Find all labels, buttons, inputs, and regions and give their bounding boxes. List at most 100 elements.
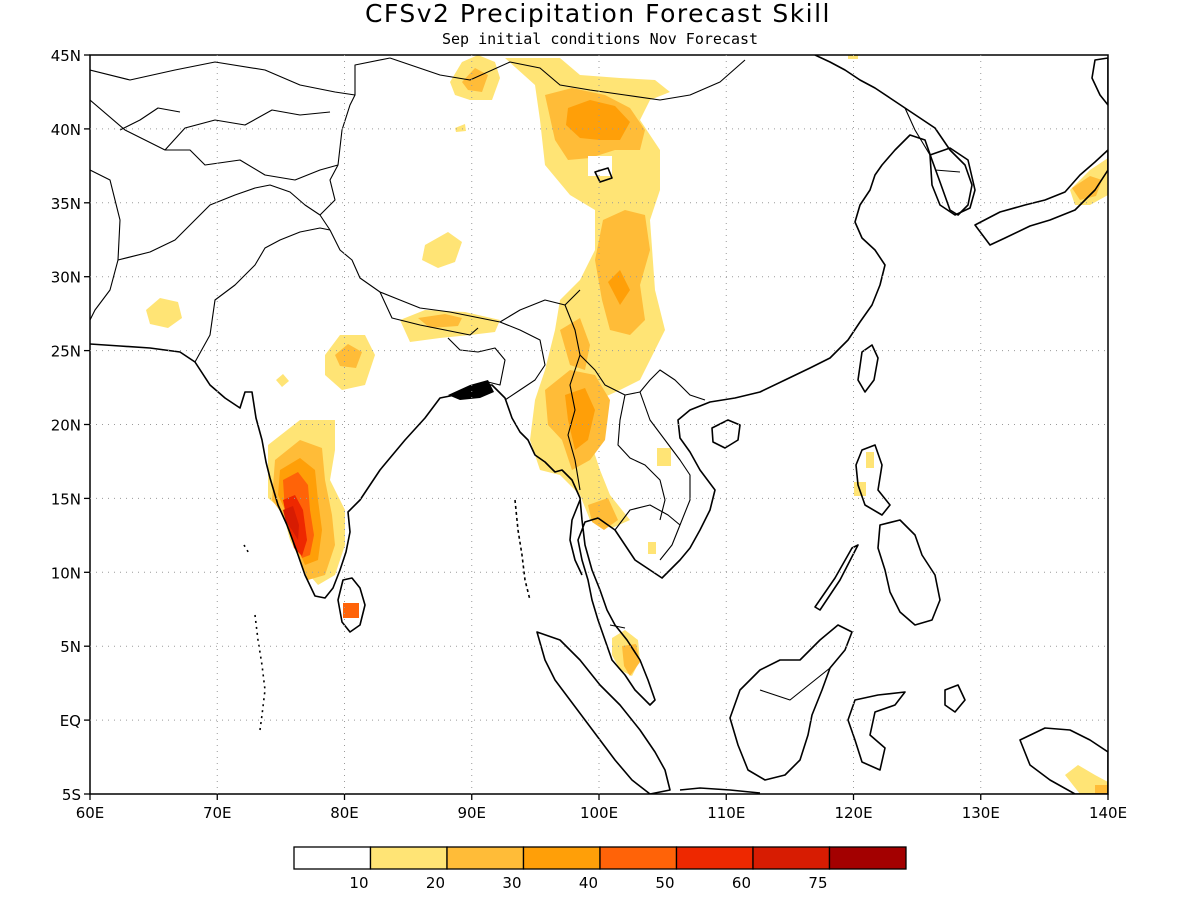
- border-russia-kazakhstan: [90, 57, 391, 96]
- skill-band-core-3: [595, 210, 650, 335]
- skill-patch-luzon: [866, 452, 874, 468]
- border-nepal-india: [379, 291, 479, 336]
- coastline-java: [679, 787, 761, 794]
- border-myanmar-thailand: [567, 354, 581, 491]
- coastlines: [90, 55, 1108, 794]
- colorbar-swatch: [522, 846, 601, 870]
- coastline-new-guinea: [1019, 727, 1108, 794]
- skill-patch-new-guinea-core: [1095, 785, 1108, 794]
- border-pakistan-india: [194, 227, 331, 363]
- colorbar-swatch: [446, 846, 525, 870]
- lat-tick-label: 25N: [51, 343, 81, 361]
- colorbar-label: 10: [349, 874, 368, 892]
- colorbar-label: 20: [426, 874, 445, 892]
- colorbar-swatch: [828, 846, 907, 870]
- skill-patch-thailand: [588, 498, 618, 530]
- skill-patch-north-edge: [848, 55, 858, 59]
- coastline-gulf-of-thailand: [569, 499, 583, 576]
- longitude-axis: 60E 70E 80E 90E 100E 110E 120E 130E 140E: [76, 794, 1127, 822]
- country-borders: [90, 57, 961, 701]
- colorbar-label: 40: [579, 874, 598, 892]
- lat-tick-label: EQ: [60, 712, 81, 730]
- border-borneo-internal: [759, 667, 831, 701]
- lon-tick-label: 120E: [834, 804, 872, 822]
- border-afghanistan-pakistan: [117, 184, 331, 261]
- skill-patch-sri-lanka: [343, 603, 359, 618]
- lat-tick-label: 35N: [51, 195, 81, 213]
- lat-tick-label: 30N: [51, 269, 81, 287]
- skill-band-core-2: [566, 100, 630, 140]
- lon-tick-label: 110E: [707, 804, 745, 822]
- lat-tick-label: 5S: [62, 786, 81, 804]
- colorbar-swatch: [293, 846, 372, 870]
- coastline-lakshadweep: [243, 544, 251, 556]
- lon-tick-label: 100E: [580, 804, 618, 822]
- coastline-luzon: [855, 444, 891, 516]
- skill-patch-mongolia-core: [462, 68, 488, 92]
- coastline-qinghai-lake: [594, 167, 613, 183]
- skill-patch-small-spot: [455, 124, 466, 132]
- skill-patch-myanmar-core: [565, 388, 595, 450]
- lon-tick-label: 80E: [330, 804, 359, 822]
- skill-patch-pakistan: [146, 298, 182, 328]
- skill-patch-vietnam: [657, 448, 671, 466]
- colorbar-swatch: [752, 846, 831, 870]
- colorbar-label: 60: [732, 874, 751, 892]
- colorbar-swatch: [369, 846, 448, 870]
- skill-band-core-4: [608, 270, 630, 305]
- coastline-palawan: [814, 544, 859, 611]
- border-bangladesh: [447, 337, 506, 386]
- coastline-sumatra: [536, 631, 671, 794]
- coastline-maldives: [254, 614, 266, 731]
- colorbar-swatch: [675, 846, 754, 870]
- border-china-mongolia: [389, 57, 746, 101]
- lat-tick-label: 15N: [51, 490, 81, 508]
- coastline-hainan: [711, 419, 741, 449]
- border-korea-dmz: [934, 169, 961, 173]
- coastline-hokkaido: [1091, 57, 1108, 106]
- skill-hole: [588, 156, 612, 176]
- lon-tick-label: 90E: [457, 804, 486, 822]
- coastline-mindanao: [877, 519, 941, 626]
- lat-tick-label: 45N: [51, 47, 81, 65]
- colorbar-swatch: [599, 846, 678, 870]
- lon-tick-label: 140E: [1089, 804, 1127, 822]
- lon-tick-label: 130E: [962, 804, 1000, 822]
- colorbar-label: 75: [808, 874, 827, 892]
- border-uzbek: [119, 107, 181, 131]
- border-myanmar-china: [564, 304, 706, 401]
- lat-tick-label: 20N: [51, 417, 81, 435]
- lat-tick-label: 5N: [60, 638, 81, 656]
- border-china-india-north: [329, 229, 581, 323]
- coastline-sulawesi: [847, 691, 906, 771]
- colorbar: 10 20 30 40 50 60 75: [293, 846, 907, 892]
- lon-tick-label: 60E: [76, 804, 105, 822]
- border-kyrgyz: [164, 109, 331, 151]
- coastline-korea: [929, 147, 976, 216]
- coastline-taiwan: [857, 344, 879, 393]
- skill-patch-central-india-core: [335, 344, 362, 368]
- border-laos-thailand: [617, 394, 666, 521]
- coastline-mainland: [90, 55, 973, 706]
- colorbar-label: 30: [502, 874, 521, 892]
- skill-band-east-china: [505, 58, 670, 528]
- ganges-delta: [448, 380, 494, 400]
- border-vietnam-laos: [639, 391, 691, 526]
- lon-tick-label: 70E: [203, 804, 232, 822]
- coastline-andaman: [514, 499, 531, 601]
- border-china-north-korea: [904, 107, 931, 156]
- skill-patch-tibet: [422, 232, 462, 268]
- skill-patch-india-dot: [276, 374, 289, 387]
- lat-tick-label: 10N: [51, 564, 81, 582]
- border-india-myanmar: [499, 321, 546, 401]
- border-malaysia-thailand: [609, 624, 626, 629]
- border-tibet-line: [319, 164, 339, 216]
- skill-shading: [146, 55, 1108, 794]
- coastline-borneo: [729, 624, 853, 781]
- coastline-sri-lanka: [337, 577, 366, 633]
- skill-patch-south-india-6: [283, 506, 299, 540]
- skill-patch-cambodia: [648, 542, 656, 554]
- map-subtitle: Sep initial conditions Nov Forecast: [442, 30, 758, 48]
- border-cambodia: [614, 504, 681, 561]
